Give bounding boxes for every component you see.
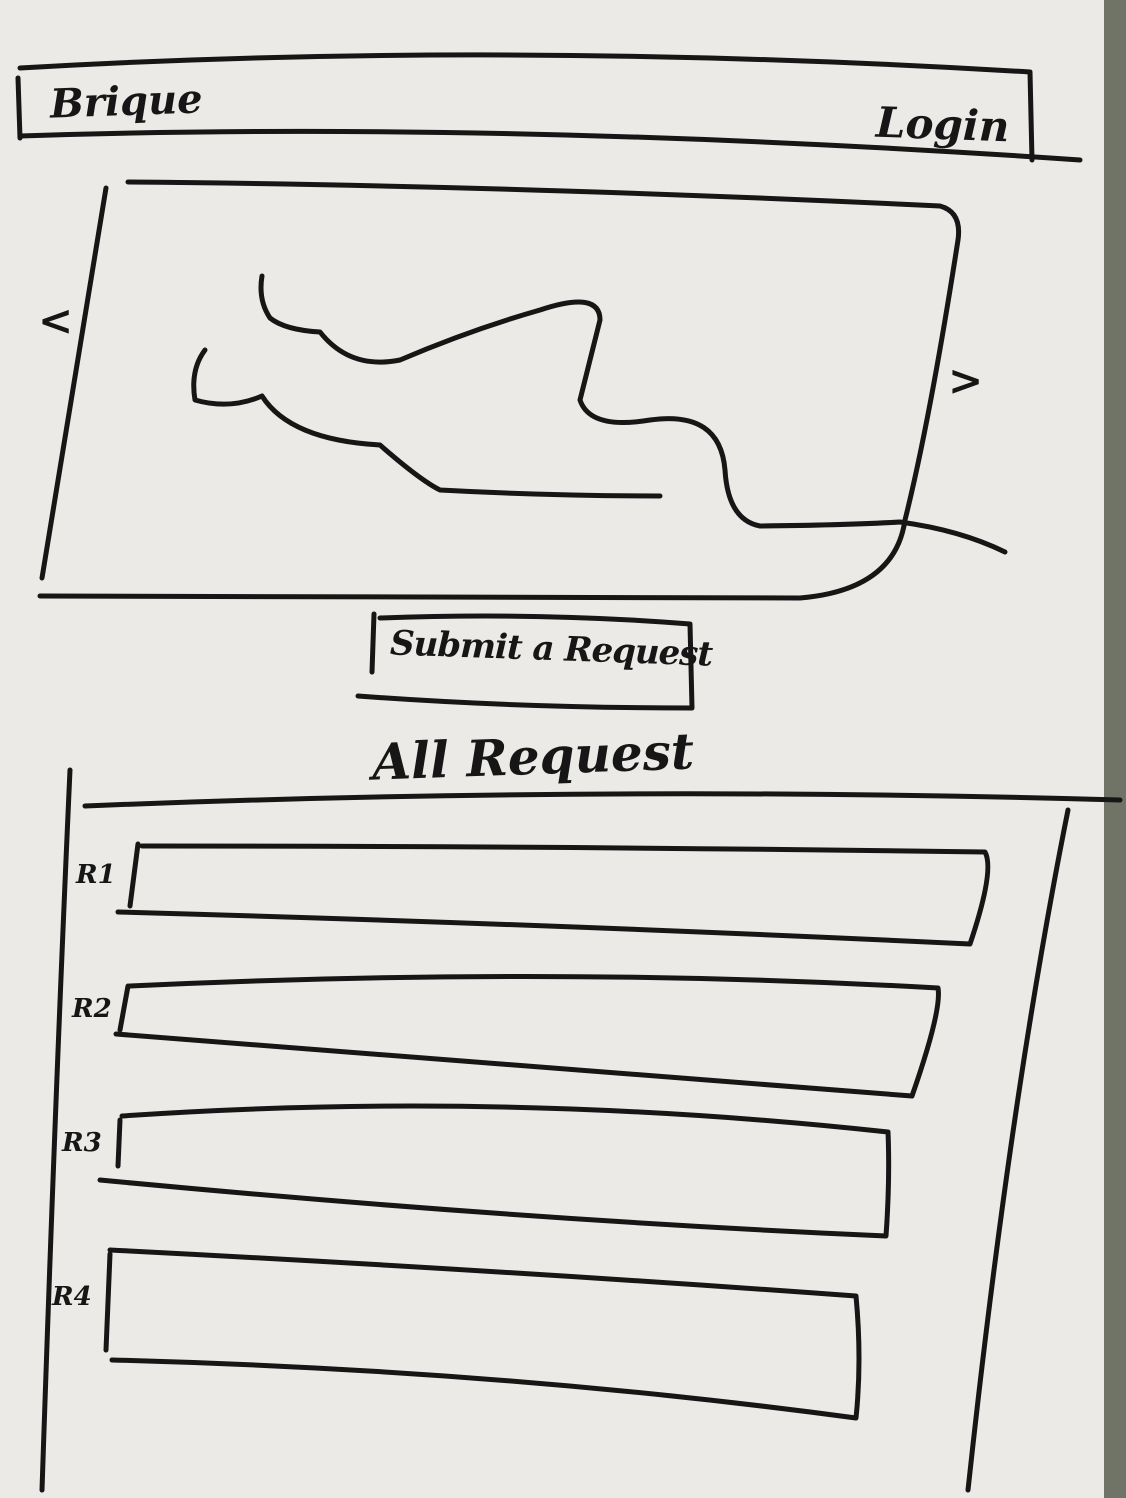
request-row-1 [115,841,991,947]
request-label-1: R1 [76,860,116,890]
requests-panel [39,767,1071,1493]
all-requests-heading: All Request [371,721,695,792]
chevron-left-icon[interactable]: < [38,296,74,345]
request-row-3-field[interactable] [118,1116,888,1216]
section-underline [82,791,1123,809]
brand-logo[interactable]: Brique [49,75,204,128]
header-bar [15,52,1083,163]
submit-request-label: Submit a Request [389,623,713,675]
request-row-1-field[interactable] [136,848,976,928]
request-row-4-field[interactable] [110,1262,860,1392]
carousel-image [120,200,940,580]
login-link[interactable]: Login [875,97,1011,152]
request-label-3: R3 [62,1128,102,1158]
chevron-right-icon[interactable]: > [948,356,984,405]
request-row-2-field[interactable] [126,982,926,1072]
request-row-3 [97,1103,892,1239]
image-carousel-frame [37,179,962,601]
request-label-4: R4 [52,1282,92,1312]
request-label-2: R2 [72,994,112,1024]
request-row-4 [103,1247,862,1421]
request-row-2 [113,973,941,1099]
landscape-image-icon [191,273,1008,555]
paper-edge [1104,0,1126,1498]
submit-button-outline [355,611,695,711]
